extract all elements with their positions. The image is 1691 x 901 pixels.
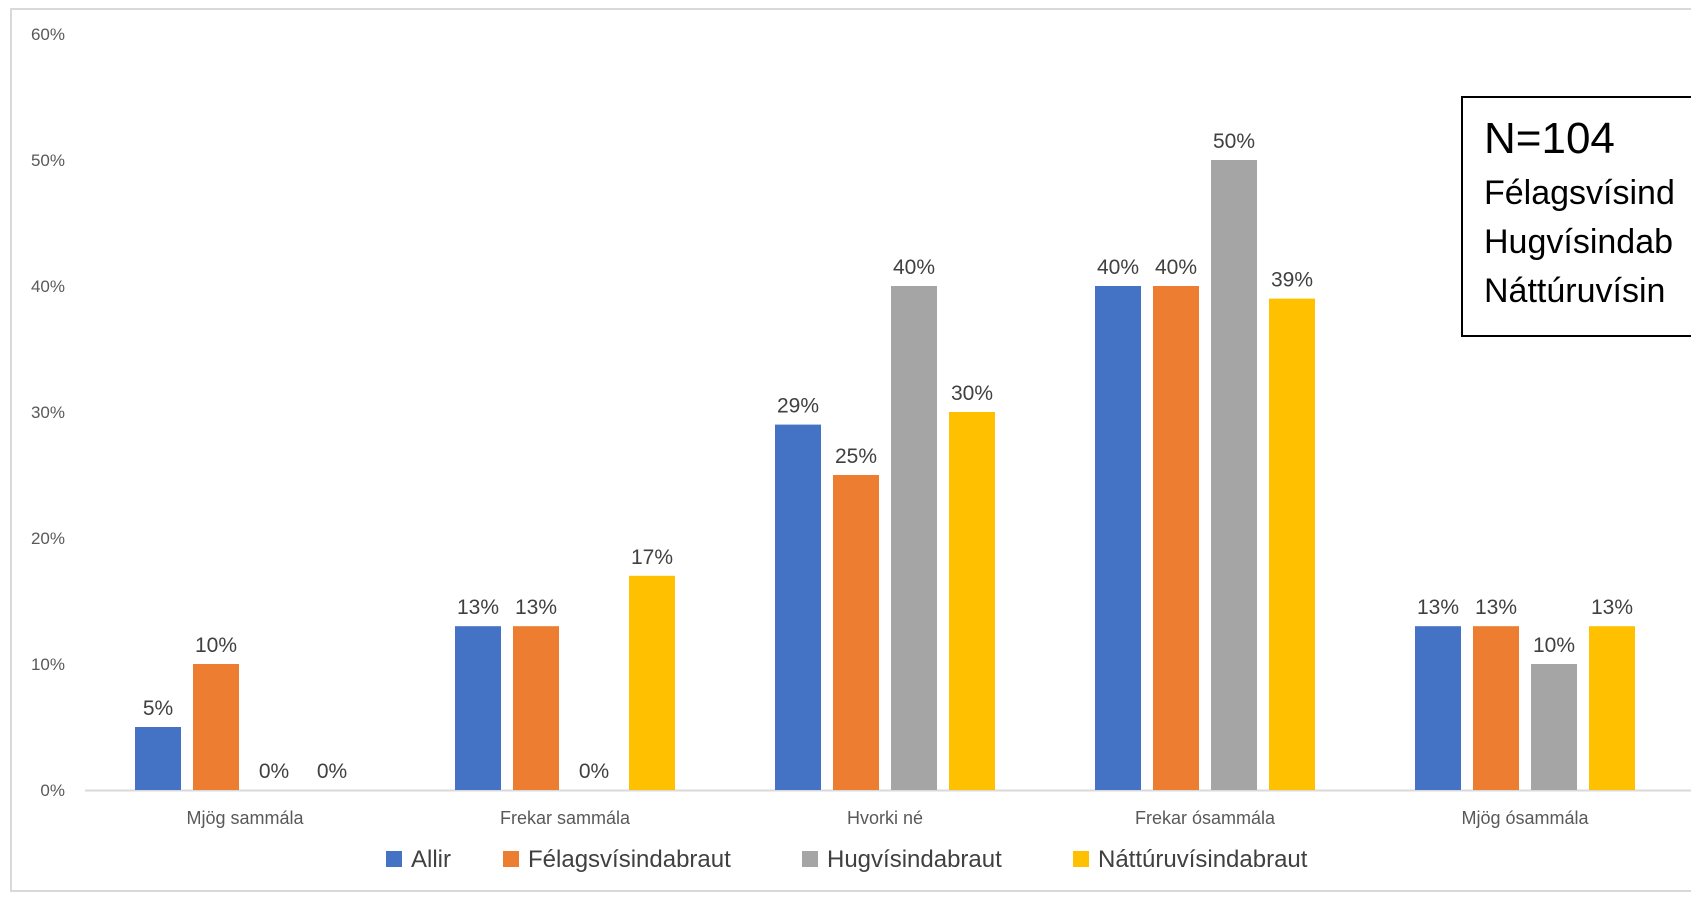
bar [949,412,995,790]
bar [833,475,879,790]
data-label: 30% [951,382,993,405]
data-label: 0% [317,760,347,783]
sample-size-line-1: Félagsvísind [1484,174,1675,212]
bar [1269,298,1315,790]
y-tick-label: 40% [31,277,65,296]
plot-area [135,160,1635,790]
bar [1473,626,1519,790]
y-axis: 0% 10% 20% 30% 40% 50% 60% [31,25,65,800]
bar [455,626,501,790]
legend-label: Hugvísindabraut [827,846,1002,873]
bar [513,626,559,790]
bar [1153,286,1199,790]
bar [135,727,181,790]
bar [1589,626,1635,790]
data-label: 0% [579,760,609,783]
data-label: 50% [1213,130,1255,153]
category-label: Frekar sammála [500,808,631,828]
bar [775,424,821,790]
data-label: 13% [1475,596,1517,619]
category-label: Hvorki né [847,808,923,828]
data-label: 17% [631,546,673,569]
data-label: 13% [1591,596,1633,619]
y-tick-label: 30% [31,403,65,422]
data-label: 0% [259,760,289,783]
y-tick-label: 10% [31,655,65,674]
data-label: 25% [835,445,877,468]
data-labels: 5% 10% 0% 0% 13% 13% 0% 17% 29% 25% 40% 30% 40% 40% 50… [143,130,1633,783]
bar [1095,286,1141,790]
data-label: 39% [1271,269,1313,292]
legend-label: Félagsvísindabraut [528,846,731,873]
data-label: 40% [893,256,935,279]
y-tick-label: 20% [31,529,65,548]
y-tick-label: 50% [31,151,65,170]
sample-size-line-3: Náttúruvísin [1484,272,1665,310]
data-label: 40% [1097,256,1139,279]
bar [1415,626,1461,790]
chart-border [10,8,1691,892]
data-label: 10% [1533,634,1575,657]
legend-swatch [1073,851,1089,867]
data-label: 13% [515,596,557,619]
y-tick-label: 60% [31,25,65,44]
sample-size-line-2: Hugvísindab [1484,223,1673,261]
legend-swatch [802,851,818,867]
bar [891,286,937,790]
x-axis: Mjög sammála Frekar sammála Hvorki né Freka… [186,808,1589,828]
legend: Allir Félagsvísindabraut Hugvísindabraut Ná… [386,846,1308,873]
data-label: 5% [143,697,173,720]
bar [1531,664,1577,790]
sample-size-title: N=104 [1484,114,1615,163]
data-label: 10% [195,634,237,657]
sample-size-box: N=104 Félagsvísind Hugvísindab Náttúruví… [1461,96,1691,337]
category-label: Mjög ósammála [1461,808,1589,828]
bar [629,575,675,790]
data-label: 13% [457,596,499,619]
legend-swatch [386,851,402,867]
category-label: Frekar ósammála [1135,808,1276,828]
bar [1211,160,1257,790]
data-label: 29% [777,395,819,418]
data-label: 40% [1155,256,1197,279]
sample-size-box-frame [1461,96,1691,337]
y-tick-label: 0% [40,781,65,800]
legend-swatch [503,851,519,867]
bar [193,664,239,790]
data-label: 13% [1417,596,1459,619]
category-label: Mjög sammála [186,808,304,828]
legend-label: Allir [411,846,451,873]
legend-label: Náttúruvísindabraut [1098,846,1308,873]
